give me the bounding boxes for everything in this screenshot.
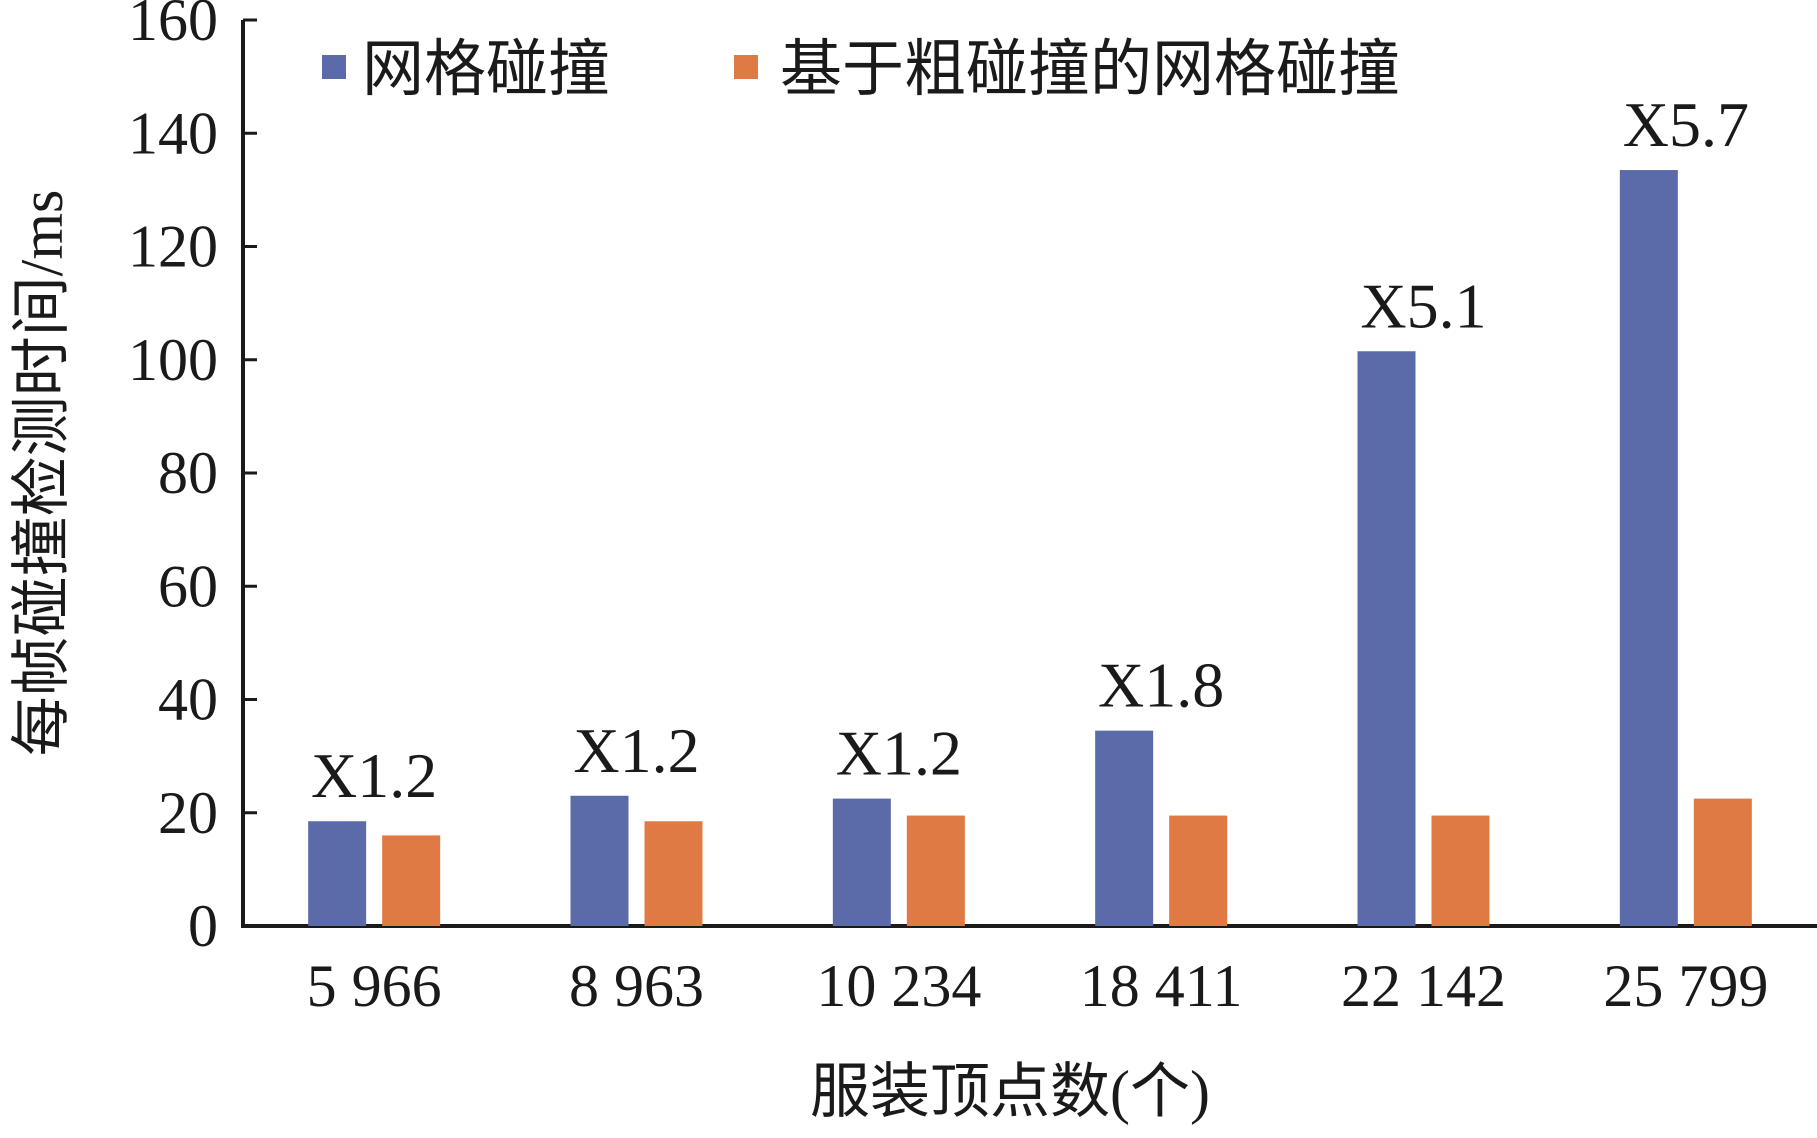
legend-label-series-1: 网格碰撞 [362,36,610,104]
bar-series-2 [1693,798,1752,926]
bar-series-1 [570,795,629,926]
bar-series-2 [1431,815,1490,926]
x-tick-label: 8 963 [569,953,704,1019]
x-tick-label: 5 966 [307,953,442,1019]
speedup-label: X1.2 [836,718,962,789]
y-tick-label: 40 [158,667,218,733]
legend-swatch-series-2 [734,55,758,79]
bar-series-2 [906,815,965,926]
axes [241,20,1817,928]
bars [308,170,1752,927]
x-tick-label: 10 234 [816,953,981,1019]
legend-label-series-2: 基于粗碰撞的网格碰撞 [780,36,1400,104]
y-tick-label: 100 [128,327,218,393]
y-tick-label: 80 [158,440,218,506]
y-tick-label: 60 [158,553,218,619]
x-axis-title: 服装顶点数(个) [810,1059,1210,1125]
x-tick-label: 25 799 [1603,953,1768,1019]
legend-swatch-series-1 [322,55,346,79]
speedup-label: X1.2 [311,740,437,811]
y-tick-label: 160 [128,0,218,53]
bar-series-1 [1357,351,1416,927]
bar-series-1 [832,798,891,926]
bar-series-1 [308,821,367,926]
bar-series-1 [1619,170,1678,926]
annotations: X1.2 X1.2 X1.2 X1.8 X5.1 X5.7 [311,89,1749,811]
bar-series-2 [644,821,703,926]
y-tick-label: 140 [128,100,218,166]
x-tick-label: 18 411 [1080,953,1243,1019]
x-labels: 5 966 8 963 10 234 18 411 22 142 25 799 [307,953,1769,1019]
y-ticks: 0 20 40 60 80 100 120 140 160 [128,0,257,959]
speedup-label: X1.8 [1098,650,1224,721]
y-tick-label: 120 [128,214,218,280]
legend: 网格碰撞 基于粗碰撞的网格碰撞 [322,36,1400,104]
speedup-label: X5.1 [1360,270,1486,341]
speedup-label: X1.2 [573,715,699,786]
bar-series-2 [382,835,441,926]
bar-series-1 [1095,730,1154,926]
y-tick-label: 20 [158,780,218,846]
y-tick-label: 0 [188,893,218,959]
bar-series-2 [1169,815,1228,926]
y-axis-title: 每帧碰撞检测时间/ms [9,190,75,757]
speedup-label: X5.7 [1623,89,1749,160]
x-tick-label: 22 142 [1341,953,1506,1019]
